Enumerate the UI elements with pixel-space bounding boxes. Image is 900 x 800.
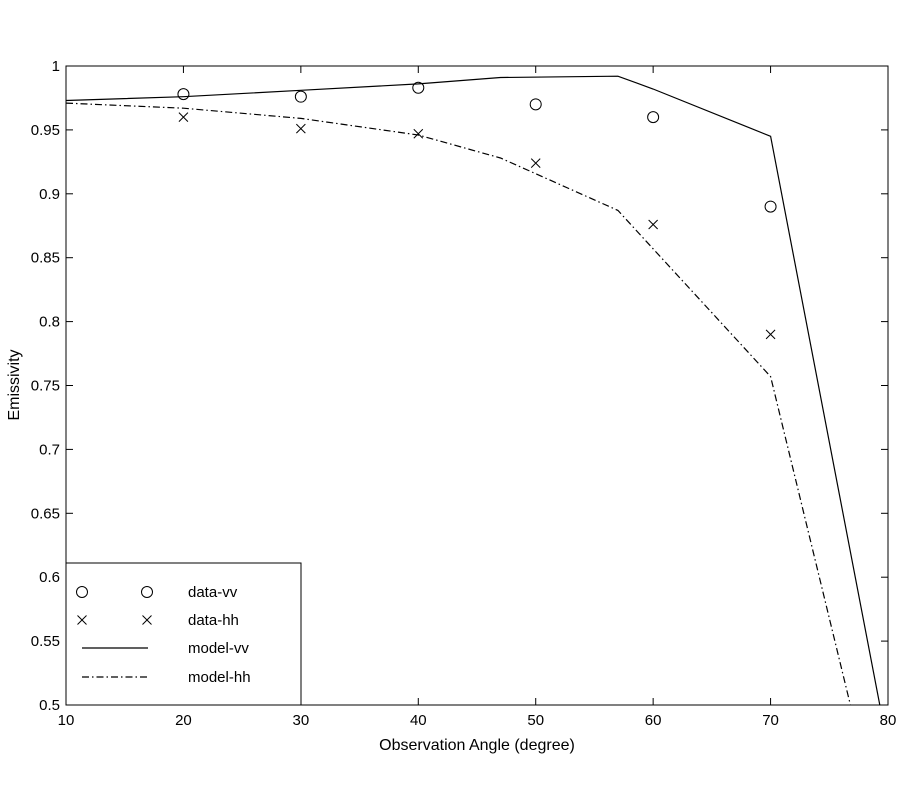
x-tick-label: 60 [645,712,662,729]
y-tick-label: 0.95 [31,122,60,139]
y-tick-label: 0.75 [31,378,60,395]
x-tick-label: 40 [410,712,427,729]
x-tick-label: 10 [58,712,75,729]
legend-marker-data-vv [141,586,153,598]
axis-ticks: 10 20 30 40 50 60 70 80 0.5 0.55 0.6 0.65 0.7 0.75 0.8… [31,58,897,729]
legend: data-vv data-hh model-vv model-hh [65,562,302,706]
data-point-data-vv [647,111,660,124]
y-tick-label: 0.55 [31,633,60,650]
y-tick-label: 0.6 [39,569,60,586]
data-point-data-vv [764,200,777,213]
legend-marker-data-vv [76,586,88,598]
legend-label-model-vv: model-vv [188,640,249,657]
y-tick-label: 0.8 [39,314,60,331]
data-point-data-hh [765,329,776,340]
data-point-data-hh [178,112,189,122]
x-tick-label: 20 [175,712,192,729]
y-tick-label: 1 [52,58,60,75]
x-tick-label: 80 [880,712,897,729]
x-tick-label: 70 [762,712,779,729]
data-point-data-vv [294,90,307,103]
legend-label-data-hh: data-hh [188,612,239,629]
data-point-data-vv [177,88,190,101]
series-line-model-vv [65,75,881,706]
y-tick-label: 0.5 [39,697,60,714]
data-point-data-hh [530,158,541,168]
x-tick-label: 30 [293,712,310,729]
x-tick-label: 50 [527,712,544,729]
legend-box [65,562,302,706]
data-point-data-vv [529,98,542,111]
y-axis-label: Emissivity [6,349,23,420]
y-tick-label: 0.9 [39,186,60,203]
legend-label-model-hh: model-hh [188,669,251,686]
data-point-data-hh [648,219,658,230]
data-point-data-hh [296,123,306,134]
legend-label-data-vv: data-vv [188,584,238,601]
legend-marker-data-hh [142,615,152,625]
data-point-data-vv [412,81,425,94]
y-tick-label: 0.85 [31,250,60,267]
series-line-model-hh [65,102,851,706]
series-markers [177,81,777,340]
legend-marker-data-hh [77,615,87,625]
series-lines [65,75,881,706]
y-tick-label: 0.7 [39,441,60,458]
y-tick-label: 0.65 [31,505,60,522]
x-axis-label: Observation Angle (degree) [379,737,575,754]
data-point-data-hh [413,128,424,139]
